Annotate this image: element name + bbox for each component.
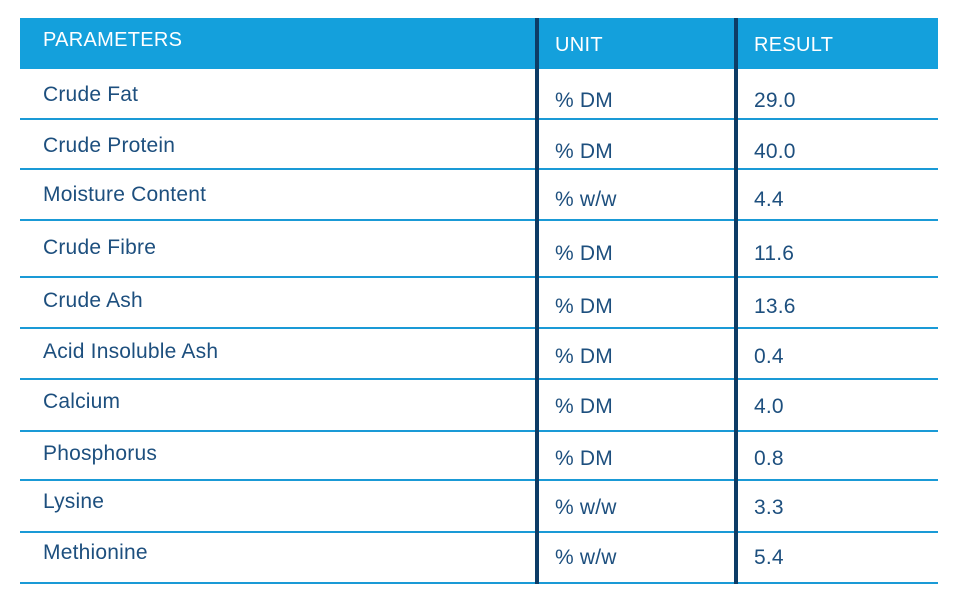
row-result: 5.4 — [754, 546, 784, 569]
header-result: RESULT — [754, 34, 834, 56]
row-parameter: Calcium — [43, 390, 121, 413]
row-parameter: Moisture Content — [43, 183, 207, 206]
row-parameter: Crude Protein — [43, 134, 176, 157]
table-row: Acid Insoluble Ash % DM 0.4 — [20, 329, 938, 380]
result-column-divider — [734, 18, 738, 584]
unit-column-divider — [535, 18, 539, 584]
table-row: Moisture Content % w/w 4.4 — [20, 170, 938, 221]
table-row: Lysine % w/w 3.3 — [20, 481, 938, 533]
table-row: Crude Ash % DM 13.6 — [20, 278, 938, 329]
row-result: 40.0 — [754, 140, 796, 163]
row-unit: % DM — [555, 295, 613, 318]
row-parameter: Crude Fibre — [43, 236, 157, 259]
row-result: 29.0 — [754, 89, 796, 112]
row-unit: % w/w — [555, 546, 617, 569]
row-unit: % DM — [555, 395, 613, 418]
row-result: 3.3 — [754, 496, 784, 519]
row-parameter: Methionine — [43, 541, 148, 564]
row-result: 0.8 — [754, 447, 784, 470]
row-unit: % DM — [555, 140, 613, 163]
table-row: Phosphorus % DM 0.8 — [20, 432, 938, 481]
table-row: Calcium % DM 4.0 — [20, 380, 938, 432]
table-row: Methionine % w/w 5.4 — [20, 533, 938, 584]
row-unit: % DM — [555, 242, 613, 265]
row-unit: % DM — [555, 447, 613, 470]
row-result: 0.4 — [754, 345, 784, 368]
row-unit: % w/w — [555, 188, 617, 211]
row-unit: % DM — [555, 89, 613, 112]
table-header: PARAMETERS UNIT RESULT — [20, 18, 938, 69]
row-result: 4.0 — [754, 395, 784, 418]
row-result: 13.6 — [754, 295, 796, 318]
row-unit: % w/w — [555, 496, 617, 519]
nutrition-analysis-table: PARAMETERS UNIT RESULT Crude Fat % DM 29… — [20, 18, 938, 584]
header-parameters: PARAMETERS — [43, 29, 183, 51]
row-parameter: Phosphorus — [43, 442, 158, 465]
table-row: Crude Fat % DM 29.0 — [20, 69, 938, 120]
table-row: Crude Fibre % DM 11.6 — [20, 221, 938, 278]
row-parameter: Crude Fat — [43, 83, 139, 106]
row-parameter: Crude Ash — [43, 289, 143, 312]
row-parameter: Lysine — [43, 490, 105, 513]
header-unit: UNIT — [555, 34, 603, 56]
row-result: 11.6 — [754, 242, 795, 265]
table-row: Crude Protein % DM 40.0 — [20, 120, 938, 170]
row-unit: % DM — [555, 345, 613, 368]
row-parameter: Acid Insoluble Ash — [43, 340, 219, 363]
row-result: 4.4 — [754, 188, 784, 211]
